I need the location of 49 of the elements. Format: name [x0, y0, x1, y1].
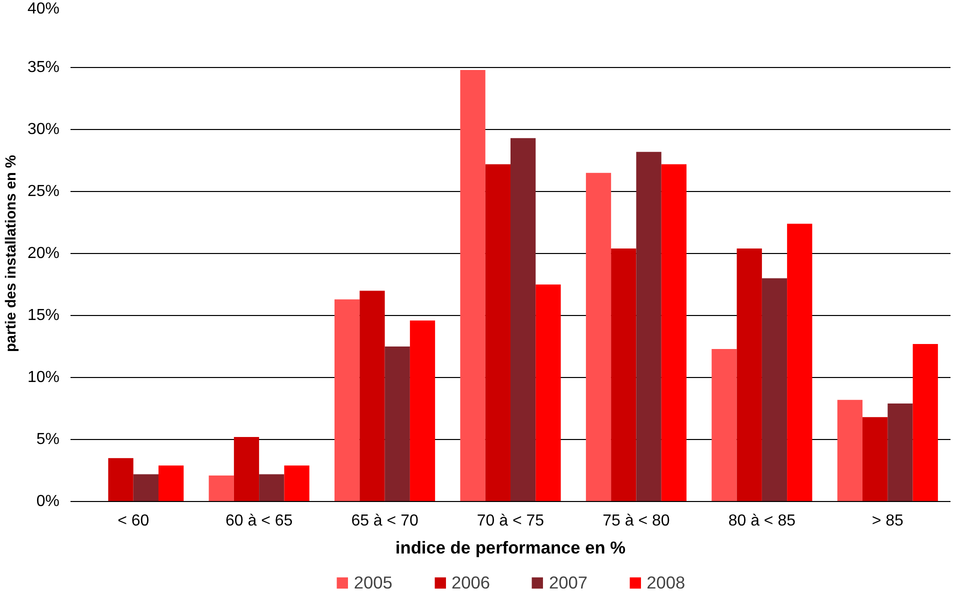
y-tick-label: 10% [27, 369, 60, 386]
bar [661, 164, 686, 502]
bar [360, 290, 385, 502]
x-tick-label: 60 à < 65 [225, 512, 293, 530]
bar [912, 344, 938, 502]
bar [636, 152, 662, 502]
bar [762, 278, 788, 502]
legend-label: 2006 [451, 572, 490, 593]
legend-label: 2005 [354, 572, 392, 593]
bar [410, 320, 436, 502]
bar [510, 138, 536, 502]
bar [586, 172, 612, 502]
bar [611, 248, 636, 502]
legend-label: 2007 [549, 572, 588, 593]
bar [787, 224, 812, 502]
y-tick-label: 35% [27, 59, 60, 76]
y-tick-label: 20% [27, 245, 60, 262]
x-tick-label: 80 à < 85 [728, 512, 796, 530]
bar [334, 299, 360, 502]
bar [158, 466, 184, 502]
bar [862, 417, 888, 502]
bar [284, 466, 310, 502]
bar [208, 475, 234, 502]
y-tick-label: 5% [36, 431, 60, 448]
y-tick-label: 15% [27, 307, 60, 324]
bar [384, 346, 410, 502]
bar [888, 404, 913, 502]
x-axis-title: indice de performance en % [395, 538, 626, 558]
y-axis-title: partie des installations en % [3, 154, 20, 352]
bar [108, 458, 134, 502]
x-tick-label: < 60 [118, 512, 150, 530]
bar [837, 400, 862, 502]
bar [536, 284, 561, 502]
y-tick-label: 25% [27, 183, 60, 200]
bar [133, 474, 158, 502]
x-tick-label: > 85 [872, 512, 904, 530]
x-tick-label: 70 à < 75 [476, 512, 544, 530]
y-tick-label: 30% [27, 121, 60, 138]
y-tick-label: 40% [27, 0, 60, 18]
bar [259, 474, 284, 502]
bar [234, 437, 260, 502]
bar [712, 348, 737, 502]
legend-label: 2008 [646, 572, 686, 593]
y-tick-label: 0% [36, 493, 60, 510]
x-tick-label: 65 à < 70 [351, 512, 418, 530]
bar [485, 164, 510, 502]
bar [736, 248, 762, 502]
bar [460, 70, 486, 502]
x-tick-label: 75 à < 80 [602, 512, 670, 530]
